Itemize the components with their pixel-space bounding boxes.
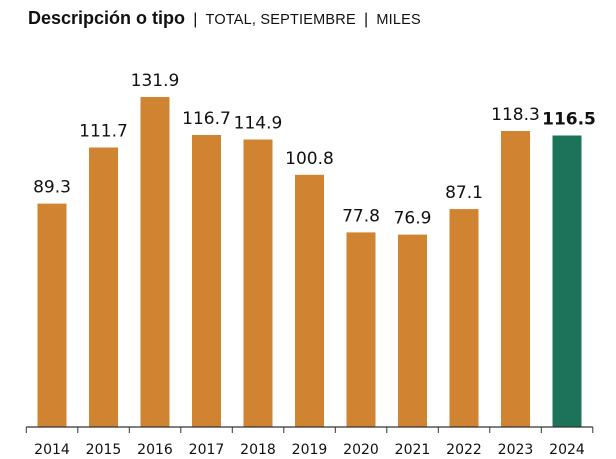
data-label-2020: 77.8 [342,206,380,226]
data-label-2019: 100.8 [285,149,334,169]
data-label-2018: 114.9 [234,114,283,134]
bar-2022 [449,209,479,427]
x-tick-label-2021: 2021 [395,442,431,458]
data-label-2016: 131.9 [131,71,180,91]
data-label-2017: 116.7 [182,109,231,129]
data-label-2021: 76.9 [394,209,432,229]
x-tick-label-2022: 2022 [446,442,482,458]
data-label-2014: 89.3 [33,178,71,198]
title-separator: | [193,11,198,28]
x-tick-label-2020: 2020 [343,442,379,458]
chart-subtitle-total: TOTAL, SEPTIEMBRE [205,12,356,28]
chart-title-main: Descripción o tipo [28,8,186,28]
bar-2015 [89,147,118,427]
bar-2023 [501,131,530,427]
x-tick-label-2016: 2016 [137,442,173,458]
bar-2014 [37,203,67,427]
x-tick-label-2023: 2023 [498,442,534,458]
x-tick-label-2019: 2019 [292,442,328,458]
x-tick-label-2018: 2018 [240,442,276,458]
chart-subtitle-units: MILES [376,12,421,28]
bar-2021 [398,234,427,427]
title-separator: | [364,11,369,28]
bar-2016 [140,97,170,427]
x-tick-label-2015: 2015 [86,442,122,458]
chart-title: Descripción o tipo | TOTAL, SEPTIEMBRE |… [28,8,421,29]
bar-2024 [552,135,582,427]
data-label-2023: 118.3 [491,105,540,125]
data-label-2022: 87.1 [445,183,483,203]
x-tick-label-2017: 2017 [189,442,225,458]
x-tick-label-2014: 2014 [34,442,70,458]
data-label-2015: 111.7 [79,122,128,142]
bar-2017 [192,135,221,427]
bar-2019 [295,174,324,427]
bar-2018 [243,139,273,427]
bar-2020 [346,232,376,427]
data-label-2024: 116.5 [542,110,596,130]
x-tick-label-2024: 2024 [549,442,585,458]
